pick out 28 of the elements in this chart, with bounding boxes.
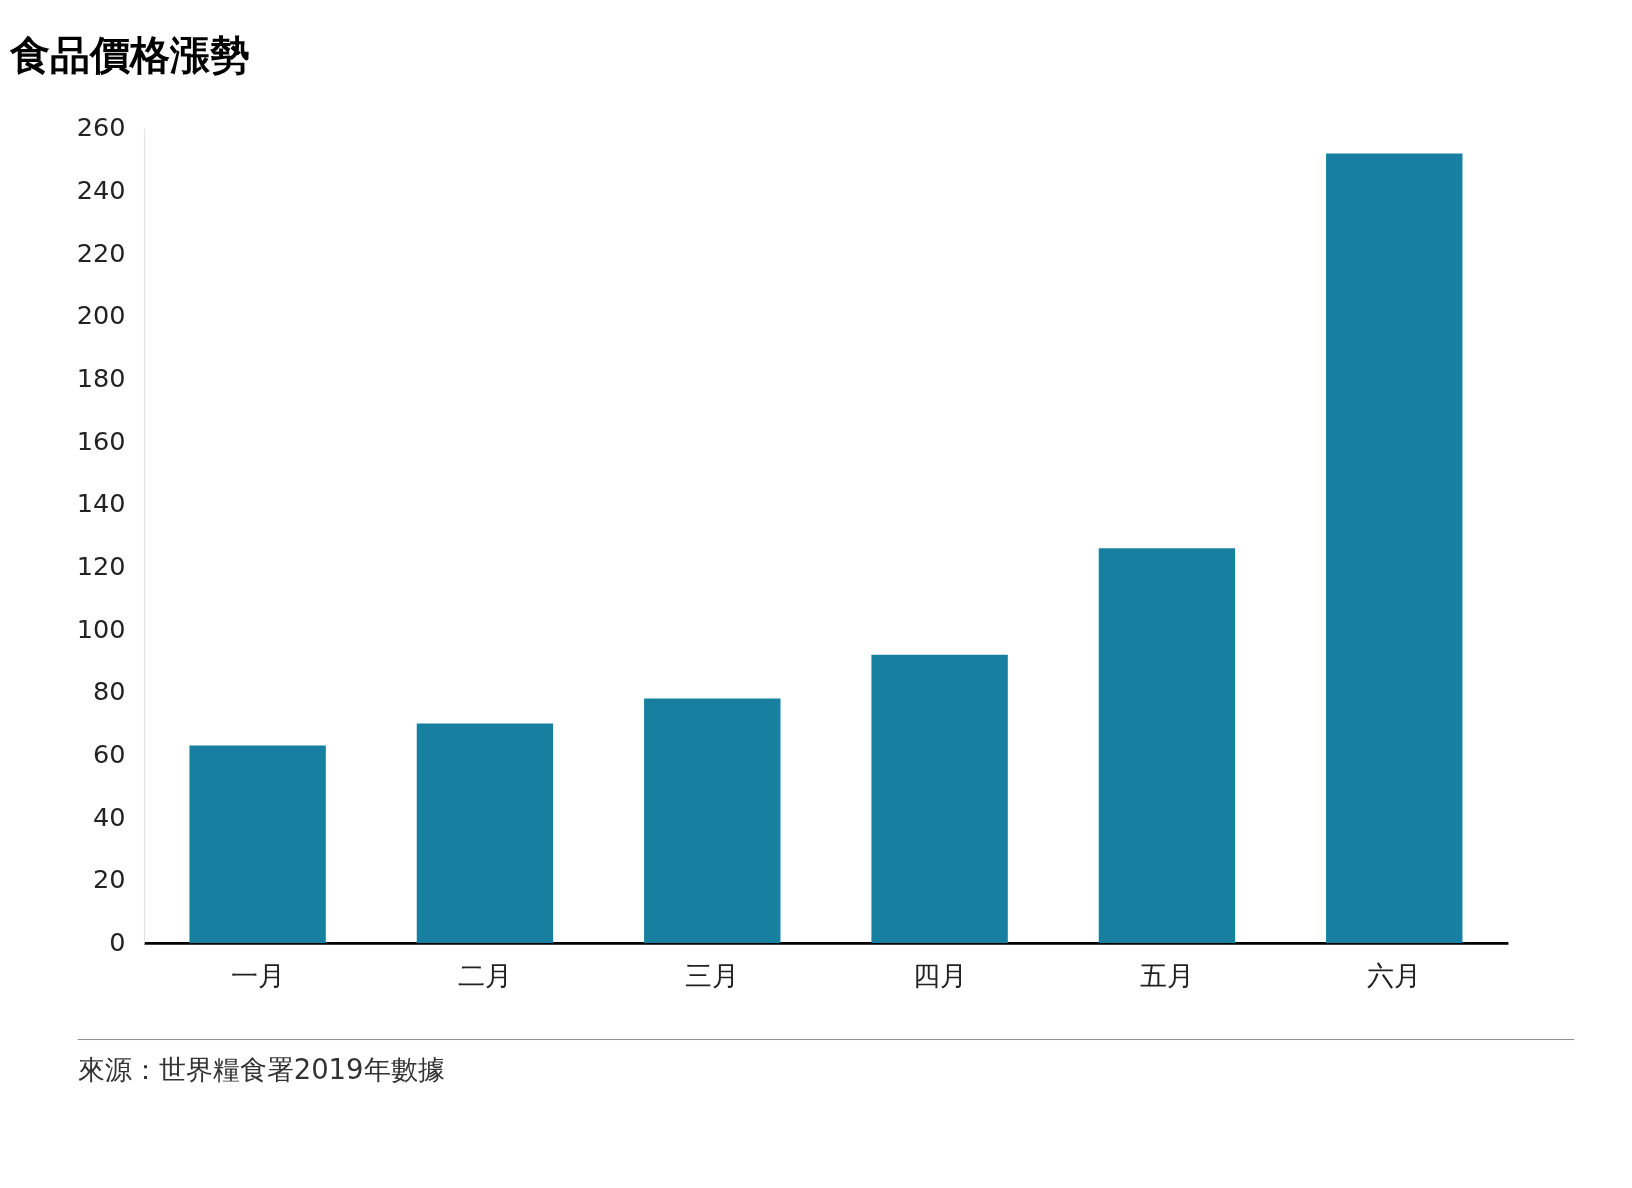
y-tick-label: 20 <box>92 864 126 895</box>
y-tick-label: 100 <box>76 613 126 644</box>
x-tick-label: 五月 <box>1139 960 1194 992</box>
y-tick-label: 60 <box>92 739 126 770</box>
y-tick-label: 80 <box>92 676 126 707</box>
x-tick-label: 二月 <box>457 960 512 992</box>
x-tick-label: 六月 <box>1367 960 1422 992</box>
bar <box>1098 548 1236 943</box>
bar <box>1326 153 1463 943</box>
text: 來源：世界糧食署2019年數據 <box>77 1054 445 1086</box>
bar <box>644 698 781 943</box>
y-tick-label: 180 <box>76 363 126 394</box>
y-tick-label: 140 <box>76 488 126 519</box>
x-tick-label: 四月 <box>912 960 967 992</box>
y-tick-label: 40 <box>92 801 126 832</box>
y-tick-label: 160 <box>76 425 126 456</box>
y-tick-label: 240 <box>76 175 126 206</box>
y-tick-label: 200 <box>76 300 126 331</box>
y-tick-label: 120 <box>76 551 126 582</box>
bar <box>189 745 326 943</box>
x-tick-label: 三月 <box>685 960 740 992</box>
y-tick-label: 0 <box>109 926 126 957</box>
y-tick-label: 260 <box>76 112 126 143</box>
bar <box>416 723 554 943</box>
chart-title: 食品價格漲勢 <box>8 31 250 78</box>
bar <box>871 654 1008 943</box>
x-tick-label: 一月 <box>230 960 285 992</box>
y-tick-label: 220 <box>76 237 126 268</box>
